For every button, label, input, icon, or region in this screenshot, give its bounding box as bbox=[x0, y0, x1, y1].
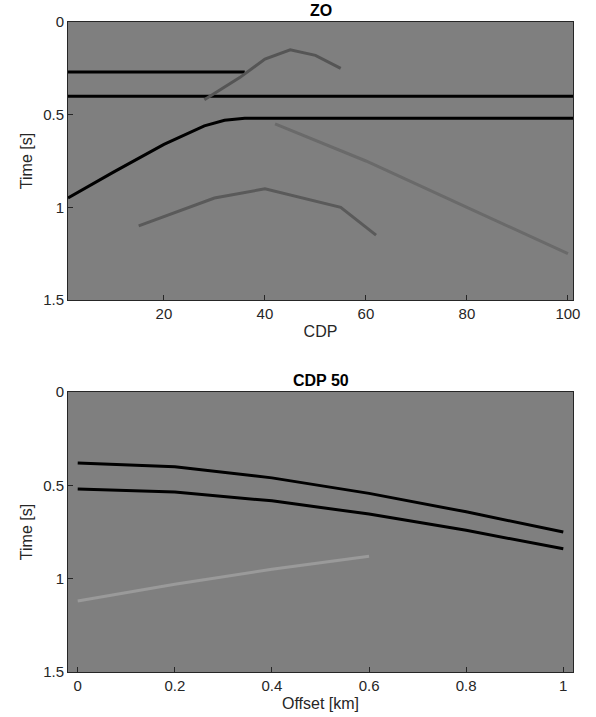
svg-text:0.5: 0.5 bbox=[43, 477, 64, 494]
svg-text:0.5: 0.5 bbox=[43, 106, 64, 123]
svg-text:Time [s]: Time [s] bbox=[18, 504, 35, 560]
svg-text:0.2: 0.2 bbox=[164, 677, 185, 694]
svg-text:80: 80 bbox=[459, 305, 476, 322]
svg-text:1: 1 bbox=[56, 199, 64, 216]
svg-text:60: 60 bbox=[358, 305, 375, 322]
svg-text:Offset [km]: Offset [km] bbox=[282, 695, 359, 712]
svg-text:1.5: 1.5 bbox=[43, 663, 64, 680]
svg-text:CDP 50: CDP 50 bbox=[293, 372, 349, 389]
svg-text:CDP: CDP bbox=[304, 323, 338, 340]
svg-text:1: 1 bbox=[56, 570, 64, 587]
svg-text:20: 20 bbox=[156, 305, 173, 322]
svg-text:0.4: 0.4 bbox=[262, 677, 283, 694]
svg-text:0: 0 bbox=[56, 13, 64, 30]
svg-text:1: 1 bbox=[559, 677, 567, 694]
svg-text:40: 40 bbox=[257, 305, 274, 322]
svg-text:0: 0 bbox=[74, 677, 82, 694]
svg-text:0: 0 bbox=[56, 383, 64, 400]
svg-text:0.8: 0.8 bbox=[456, 677, 477, 694]
svg-text:100: 100 bbox=[555, 305, 580, 322]
svg-text:Time [s]: Time [s] bbox=[18, 133, 35, 189]
svg-text:0.6: 0.6 bbox=[359, 677, 380, 694]
svg-text:ZO: ZO bbox=[310, 2, 332, 19]
svg-text:1.5: 1.5 bbox=[43, 291, 64, 308]
